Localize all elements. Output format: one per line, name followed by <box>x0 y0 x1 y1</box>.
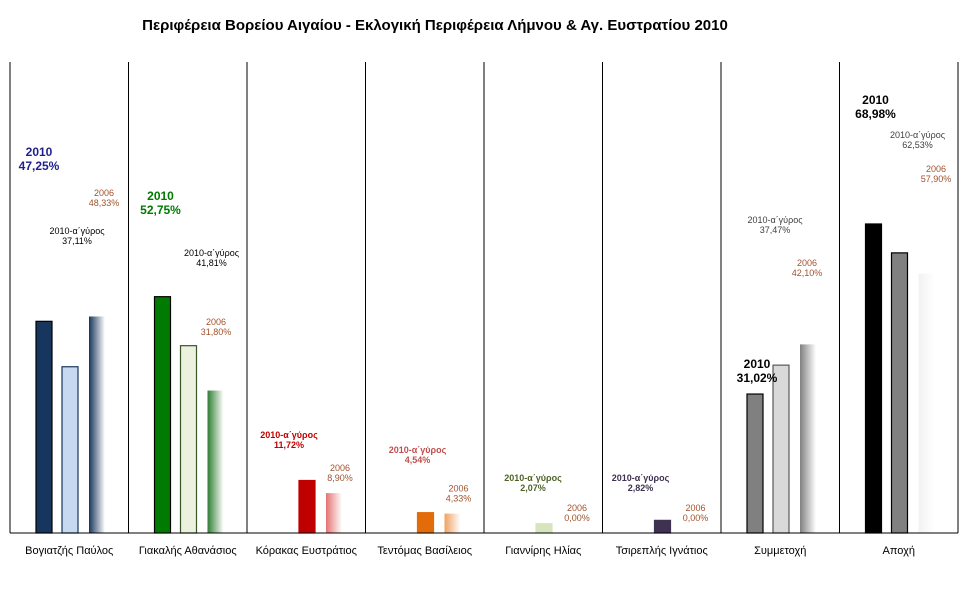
value-label: 37,47% <box>760 225 791 235</box>
bar-2006 <box>89 316 105 533</box>
value-label: 2006 <box>567 503 587 513</box>
value-label: 2006 <box>685 503 705 513</box>
value-label: 2006 <box>330 463 350 473</box>
chart-title: Περιφέρεια Βορείου Αιγαίου - Εκλογική Πε… <box>142 17 728 34</box>
value-label: 2006 <box>926 164 946 174</box>
value-label: 2010-α΄γύρος <box>49 226 105 236</box>
value-label: 62,53% <box>902 140 933 150</box>
bar-2010 <box>864 223 883 534</box>
bar-2010 <box>153 296 172 534</box>
value-label: 2010 <box>147 189 174 203</box>
value-label: 2006 <box>448 484 468 494</box>
category-label: Γιακαλής Αθανάσιος <box>139 545 237 557</box>
value-label: 2010-α΄γύρος <box>184 248 240 258</box>
category-label: Συμμετοχή <box>754 545 806 557</box>
bar-2010-round-a <box>535 523 553 534</box>
value-label: 2010-α΄γύρος <box>389 445 447 455</box>
value-label: 2010-α΄γύρος <box>890 130 946 140</box>
bar-2006 <box>444 513 461 533</box>
bar-2010-round-a <box>653 519 672 534</box>
bar-2010-round-a <box>179 345 198 534</box>
value-label: 2006 <box>206 317 226 327</box>
value-label: 52,75% <box>140 203 181 217</box>
category-dividers <box>9 62 959 533</box>
bar-2010 <box>35 320 53 534</box>
bar-2006 <box>326 493 342 533</box>
category-label: Αποχή <box>883 545 915 557</box>
value-label: 2,07% <box>520 483 546 493</box>
value-label: 11,72% <box>274 440 304 450</box>
bar-2006 <box>918 273 935 533</box>
value-label: 4,54% <box>405 455 431 465</box>
value-label: 2010-α΄γύρος <box>612 473 670 483</box>
value-label: 47,25% <box>19 159 60 173</box>
bar-2010-round-a <box>772 364 790 534</box>
value-label: 42,10% <box>792 268 823 278</box>
bar-2010-round-a <box>61 366 79 534</box>
bar-2006 <box>207 390 224 533</box>
value-label: 2006 <box>797 258 817 268</box>
category-label: Βογιατζής Παύλος <box>25 545 113 557</box>
value-label: 68,98% <box>855 107 896 121</box>
category-labels: Βογιατζής Παύλος Γιακαλής Αθανάσιος Κόρακα… <box>25 545 915 557</box>
value-label: 31,02% <box>737 371 778 385</box>
category-label: Τσιρεπλής Ιγνάτιος <box>616 545 708 557</box>
bar-2010-round-a <box>416 512 435 534</box>
category-label: Γιαννίρης Ηλίας <box>505 545 581 557</box>
bar-2006 <box>800 344 816 533</box>
value-label: 48,33% <box>89 198 120 208</box>
value-label: 2010-α΄γύρος <box>747 215 803 225</box>
bar-2010-round-a <box>298 479 316 534</box>
value-label: 2,82% <box>628 483 654 493</box>
value-label: 2010 <box>744 357 771 371</box>
bar-2010 <box>746 393 764 534</box>
value-label: 31,80% <box>201 327 232 337</box>
value-label: 2010 <box>26 145 53 159</box>
value-label: 2006 <box>94 188 114 198</box>
value-label: 8,90% <box>327 473 353 483</box>
bar-2010-round-a <box>890 252 909 534</box>
value-label: 57,90% <box>921 174 952 184</box>
value-label: 41,81% <box>196 258 227 268</box>
value-label: 2010-α΄γύρος <box>504 473 562 483</box>
value-label: 0,00% <box>683 513 709 523</box>
value-label: 2010 <box>862 93 889 107</box>
category-label: Τεντόμας Βασίλειος <box>377 545 472 557</box>
value-label: 2010-α΄γύρος <box>260 430 318 440</box>
value-label: 4,33% <box>446 494 472 504</box>
bars <box>35 223 935 534</box>
value-label: 37,11% <box>62 236 92 246</box>
value-label: 0,00% <box>564 513 590 523</box>
category-label: Κόρακας Ευστράτιος <box>256 545 357 557</box>
